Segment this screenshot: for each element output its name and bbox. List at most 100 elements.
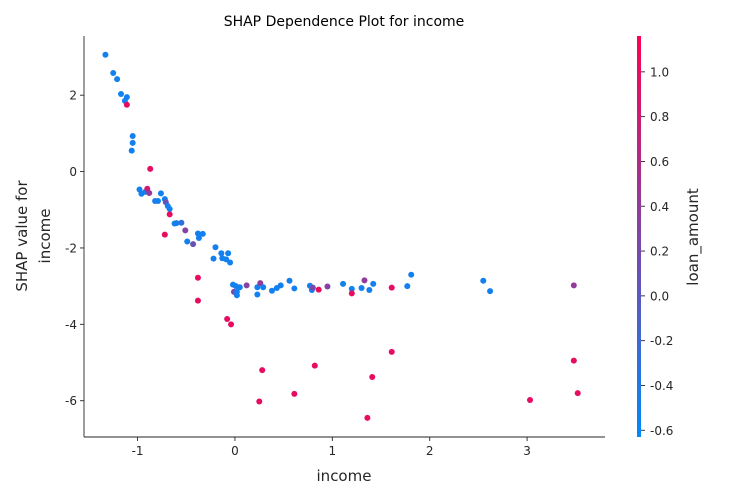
data-point	[147, 165, 154, 172]
y-tick-label: 0	[69, 165, 77, 179]
colorbar: 1.0 0.8 0.6 0.4 0.2 0.0 -0.2 -0.4 -0.6	[637, 36, 673, 438]
data-point	[277, 282, 284, 289]
data-point	[114, 76, 121, 83]
data-point	[358, 285, 365, 292]
data-point	[224, 315, 231, 322]
data-point	[218, 250, 225, 257]
data-point	[123, 101, 130, 108]
data-point	[166, 206, 173, 213]
y-tick-label: -4	[65, 318, 77, 332]
x-tick-label: 3	[523, 444, 531, 458]
data-point	[254, 284, 261, 291]
data-point	[348, 285, 355, 292]
data-point	[527, 396, 534, 403]
data-point	[361, 277, 368, 284]
data-point	[233, 292, 240, 299]
data-point	[225, 250, 232, 257]
data-point	[118, 91, 125, 98]
data-point	[155, 197, 162, 204]
chart-title: SHAP Dependence Plot for income	[224, 14, 465, 30]
data-point	[178, 219, 185, 226]
data-point	[210, 255, 217, 262]
data-point	[110, 70, 117, 77]
y-tick-label: 2	[69, 89, 77, 103]
data-point	[388, 284, 395, 291]
data-point	[254, 291, 261, 298]
data-point	[227, 259, 234, 266]
data-point	[311, 362, 318, 369]
data-point	[236, 284, 243, 291]
data-point	[129, 139, 136, 146]
data-point	[243, 282, 250, 289]
y-axis-label-line-2: income	[36, 209, 54, 264]
data-point	[161, 231, 168, 238]
data-point	[570, 357, 577, 364]
data-point	[369, 374, 376, 381]
data-point	[260, 284, 267, 291]
y-tick-label: -6	[65, 394, 77, 408]
colorbar-tick-label: 0.4	[650, 200, 669, 214]
data-point	[291, 285, 298, 292]
data-point	[190, 241, 197, 248]
data-point	[212, 244, 219, 251]
data-point	[257, 280, 264, 287]
data-point	[194, 230, 201, 237]
data-points	[102, 51, 581, 421]
data-point	[102, 51, 109, 58]
colorbar-label: loan_amount	[684, 188, 703, 286]
colorbar-ticks: 1.0 0.8 0.6 0.4 0.2 0.0 -0.2 -0.4 -0.6	[641, 65, 673, 438]
colorbar-tick-label: 0.0	[650, 289, 669, 303]
plot-area: -1 0 1 2 3 2 0 -2 -4 -6	[65, 36, 605, 458]
x-tick-label: 2	[426, 444, 434, 458]
data-point	[194, 297, 201, 304]
data-point	[348, 290, 355, 297]
x-tick-label: -1	[132, 444, 144, 458]
colorbar-tick-label: -0.2	[650, 334, 673, 348]
data-point	[480, 277, 487, 284]
colorbar-tick-label: 1.0	[650, 65, 669, 79]
data-point	[173, 220, 180, 227]
data-point	[574, 390, 581, 397]
data-point	[259, 367, 266, 374]
data-point	[128, 147, 135, 154]
data-point	[309, 284, 316, 291]
colorbar-tick-label: -0.6	[650, 424, 673, 438]
data-point	[256, 398, 263, 405]
data-point	[291, 390, 298, 397]
data-point	[268, 287, 275, 294]
colorbar-tick-label: -0.4	[650, 379, 673, 393]
y-axis-ticks: 2 0 -2 -4 -6	[65, 89, 84, 408]
data-point	[340, 280, 347, 287]
data-point	[194, 274, 201, 281]
data-point	[570, 282, 577, 289]
x-axis-label: income	[317, 467, 372, 485]
colorbar-tick-label: 0.2	[650, 245, 669, 259]
y-axis-label-line-1: SHAP value for	[13, 180, 31, 292]
y-axis-label: SHAP value for income	[13, 180, 54, 292]
data-point	[195, 235, 202, 242]
data-point	[366, 286, 373, 293]
x-tick-label: 1	[329, 444, 337, 458]
data-point	[388, 348, 395, 355]
data-point	[166, 211, 173, 218]
data-point	[370, 280, 377, 287]
data-point	[129, 133, 136, 140]
data-point	[315, 286, 322, 293]
data-point	[286, 277, 293, 284]
data-point	[184, 238, 191, 245]
x-tick-label: 0	[231, 444, 239, 458]
colorbar-tick-label: 0.6	[650, 155, 669, 169]
colorbar-gradient	[637, 36, 641, 437]
colorbar-tick-label: 0.8	[650, 110, 669, 124]
data-point	[228, 321, 235, 328]
data-point	[324, 283, 331, 290]
y-tick-label: -2	[65, 241, 77, 255]
x-axis-ticks: -1 0 1 2 3	[132, 437, 531, 458]
data-point	[408, 271, 415, 278]
data-point	[157, 190, 164, 197]
data-point	[146, 189, 153, 196]
data-point	[364, 414, 371, 421]
data-point	[404, 283, 411, 290]
svg-text:loan_amount: loan_amount	[684, 188, 703, 286]
